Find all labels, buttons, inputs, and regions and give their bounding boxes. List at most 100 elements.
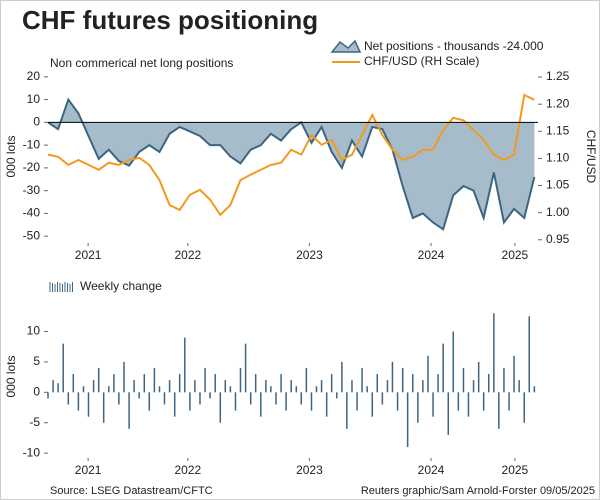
bar (108, 386, 110, 393)
bar (325, 392, 328, 417)
area-edge (47, 97, 536, 231)
bar (462, 367, 465, 393)
y2-tick-label: 0.95 (546, 232, 570, 246)
y-tick-label: 5 (33, 354, 40, 368)
bar (305, 367, 308, 393)
bar (123, 361, 125, 393)
bar (427, 355, 429, 393)
bar (437, 374, 439, 393)
bar (523, 392, 526, 423)
bar (351, 380, 353, 393)
bar (488, 374, 490, 393)
legend-label: Weekly change (80, 279, 162, 293)
bar (477, 361, 480, 393)
bar (493, 313, 495, 393)
bar (97, 367, 100, 393)
bar (47, 392, 49, 399)
bar (310, 392, 313, 411)
bar (452, 331, 455, 393)
bar (249, 392, 252, 405)
bar (508, 392, 510, 411)
y-tick-label: -30 (23, 183, 41, 197)
bar (204, 367, 206, 393)
bar (447, 392, 450, 435)
y2-tick-label: 1.15 (546, 123, 570, 137)
bar (178, 374, 181, 393)
bar (503, 367, 505, 393)
subtitle: Non commerical net long positions (50, 56, 233, 70)
bar (72, 374, 75, 393)
y-tick-label: 10 (27, 324, 41, 338)
bar (396, 392, 399, 411)
y-tick-label: 0 (33, 115, 40, 129)
line (47, 93, 535, 217)
x-tick-label: 2024 (418, 248, 445, 262)
bar (265, 380, 267, 393)
bar (163, 392, 166, 405)
plot-area (48, 295, 538, 458)
x-tick-label: 2021 (75, 463, 102, 477)
bar (153, 367, 156, 393)
bar (472, 380, 475, 393)
bar (113, 374, 115, 393)
bar (189, 392, 191, 411)
bar (158, 386, 161, 393)
bar (341, 361, 343, 393)
y-tick-label: -10 (23, 445, 41, 459)
y2-tick-label: 1.00 (546, 205, 570, 219)
bar (82, 386, 85, 393)
bar (224, 380, 227, 393)
x-tick-label: 2023 (296, 248, 323, 262)
bar (254, 374, 257, 393)
bar (173, 392, 176, 417)
y-tick-label: -10 (23, 137, 41, 151)
bar (412, 374, 414, 393)
x-tick-label: 2022 (174, 463, 201, 477)
bar (168, 380, 171, 393)
y-tick-label: 20 (27, 69, 41, 83)
y-tick-label: -40 (23, 206, 41, 220)
bar (457, 392, 460, 411)
chart-title: CHF futures positioning (22, 5, 318, 35)
y2-tick-label: 1.20 (546, 96, 570, 110)
bar (184, 337, 186, 393)
y-tick-label: 0 (33, 384, 40, 398)
legend-label: CHF/USD (RH Scale) (364, 54, 479, 68)
legend-swatch (330, 39, 362, 53)
bar (143, 374, 146, 393)
x-tick-label: 2022 (174, 248, 201, 262)
credit: Reuters graphic/Sam Arnold-Forster 09/05… (361, 485, 595, 497)
bar (280, 374, 282, 393)
bar (290, 380, 292, 393)
bar (102, 392, 105, 423)
bar (92, 380, 95, 393)
bar (128, 392, 130, 429)
x-tick-label: 2023 (296, 463, 323, 477)
x-tick-label: 2025 (502, 248, 529, 262)
bar (361, 367, 363, 393)
bar (315, 386, 318, 393)
y-tick-label: -20 (23, 160, 41, 174)
bar (467, 392, 470, 417)
bar (330, 374, 333, 393)
bar (239, 367, 242, 393)
bar (194, 380, 196, 393)
bar (118, 392, 120, 405)
y-tick-label: 10 (27, 92, 41, 106)
bar (133, 380, 135, 393)
bar (138, 392, 140, 399)
bar (270, 386, 272, 393)
bar (295, 386, 298, 393)
bar (229, 386, 232, 393)
y2-tick-label: 1.25 (546, 69, 570, 83)
bar (209, 392, 211, 399)
source: Source: LSEG Datastream/CFTC (50, 485, 213, 497)
y2-axis-label: CHF/USD (584, 130, 598, 184)
bar (371, 392, 374, 417)
legend-label: Net positions - thousands -24.000 (364, 39, 544, 53)
bar (422, 380, 424, 393)
bar (381, 392, 384, 405)
bar (285, 392, 287, 411)
